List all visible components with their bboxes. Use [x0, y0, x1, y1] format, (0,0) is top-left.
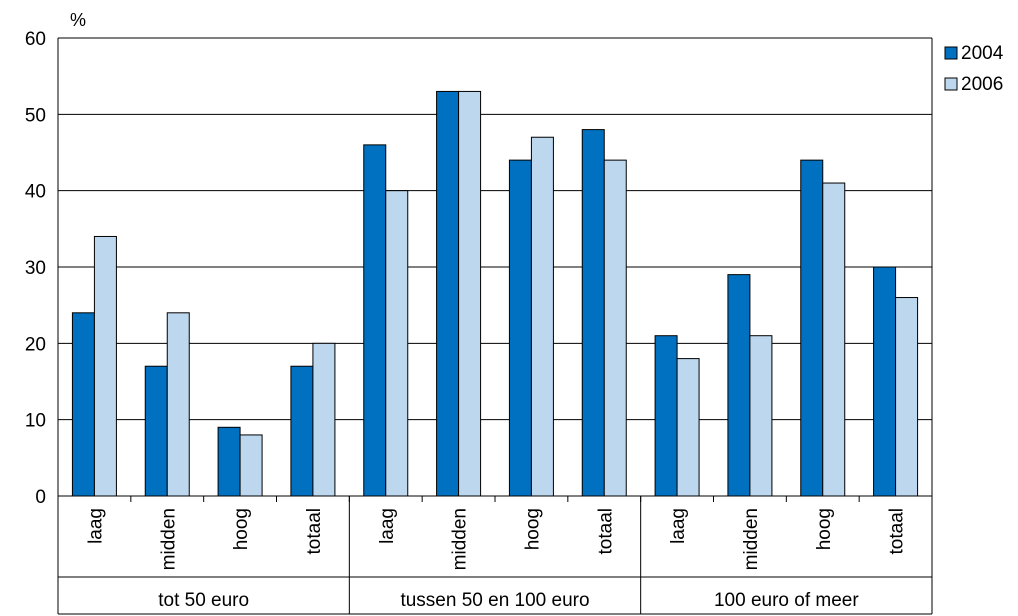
y-axis-label: %	[70, 10, 86, 30]
legend: 2004 2006	[944, 43, 1004, 95]
bar-2004-totaal	[873, 266, 897, 497]
bar-2006-totaal	[312, 342, 336, 497]
y-tick-label: 40	[25, 182, 46, 203]
group-label: 100 euro of meer	[714, 590, 859, 611]
legend-swatch-2006	[944, 77, 958, 91]
bar-2004-hoog	[217, 426, 241, 497]
bar-2004-hoog	[800, 159, 824, 497]
bar-2004-hoog	[508, 159, 532, 497]
bar-2006-laag	[93, 235, 117, 497]
bar-2006-laag	[385, 190, 409, 497]
bar-2004-laag	[71, 312, 95, 497]
y-tick-label: 60	[25, 29, 46, 50]
x-tick-label: laag	[668, 508, 689, 544]
x-axis: laag midden hoog totaal laag midden hoog totaal…	[57, 495, 932, 615]
x-tick-label: totaal	[304, 508, 325, 554]
bars	[71, 90, 919, 497]
x-tick-label: laag	[85, 508, 106, 544]
bar-2004-midden	[727, 274, 751, 497]
group-label: tot 50 euro	[158, 590, 249, 611]
bar-2004-totaal	[290, 365, 314, 497]
bar-2006-midden	[749, 335, 773, 497]
bar-2004-laag	[363, 144, 387, 497]
legend-label: 2004	[961, 43, 1004, 64]
y-tick-label: 50	[25, 105, 46, 126]
x-tick-label: hoog	[522, 508, 543, 550]
y-axis: 0 10 20 30 40 50 60	[25, 29, 933, 614]
bar-2006-hoog	[239, 434, 263, 497]
bar-2006-totaal	[895, 297, 919, 497]
legend-swatch-2004	[944, 46, 958, 60]
bar-2006-hoog	[530, 136, 554, 497]
grid	[58, 37, 932, 421]
y-tick-label: 30	[25, 258, 46, 279]
bar-2006-midden	[166, 312, 190, 497]
x-tick-label: midden	[741, 508, 762, 570]
bar-2006-totaal	[603, 159, 627, 497]
x-tick-label: hoog	[814, 508, 835, 550]
x-tick-label: totaal	[595, 508, 616, 554]
bar-2004-midden	[436, 90, 460, 497]
y-tick-label: 20	[25, 334, 46, 355]
y-tick-label: 0	[35, 487, 46, 508]
x-tick-label: midden	[158, 508, 179, 570]
x-tick-label: laag	[377, 508, 398, 544]
bar-2004-totaal	[581, 129, 605, 497]
bar-2004-midden	[144, 365, 168, 497]
bar-2006-midden	[458, 90, 482, 497]
y-tick-label: 10	[25, 411, 46, 432]
group-label: tussen 50 en 100 euro	[400, 590, 589, 611]
x-tick-label: totaal	[887, 508, 908, 554]
bar-2006-hoog	[822, 182, 846, 497]
x-tick-label: midden	[450, 508, 471, 570]
bar-2006-laag	[676, 358, 700, 497]
x-tick-label: hoog	[231, 508, 252, 550]
legend-label: 2006	[961, 74, 1003, 95]
bar-2004-laag	[654, 335, 678, 497]
